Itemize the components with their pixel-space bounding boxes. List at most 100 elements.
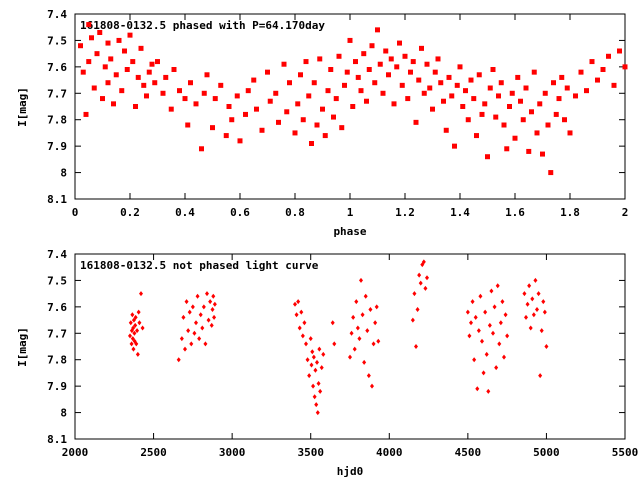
- x-tick-label: 0.8: [285, 206, 305, 219]
- data-point: [435, 56, 441, 62]
- data-point: [302, 320, 307, 326]
- y-tick-label: 7.4: [47, 248, 67, 261]
- data-point: [149, 61, 155, 67]
- data-point: [527, 283, 532, 289]
- data-point: [194, 320, 198, 326]
- x-tick-label: 3000: [219, 446, 246, 459]
- x-tick-label: 3500: [297, 446, 324, 459]
- data-point: [314, 402, 319, 408]
- data-point: [496, 93, 501, 99]
- data-point: [187, 309, 192, 315]
- data-point: [540, 151, 545, 157]
- unphased-light-curve-panel: 161808-0132.5 not phased light curve hjd…: [16, 248, 638, 478]
- data-point: [206, 317, 211, 323]
- data-point: [362, 359, 367, 365]
- data-point: [134, 341, 139, 347]
- data-point: [168, 106, 174, 112]
- data-point: [336, 53, 342, 59]
- data-point: [129, 341, 134, 347]
- chart-title: 161808-0132.5 not phased light curve: [80, 259, 319, 272]
- data-point: [525, 301, 530, 307]
- data-point: [321, 351, 326, 357]
- data-point: [311, 383, 316, 389]
- data-point: [438, 80, 444, 86]
- x-tick-label: 0.6: [230, 206, 250, 219]
- data-point: [551, 80, 556, 86]
- y-tick-label: 7.5: [47, 34, 67, 47]
- data-point: [600, 67, 606, 72]
- data-point: [141, 82, 147, 88]
- data-point: [421, 90, 427, 96]
- data-point: [377, 61, 383, 67]
- x-tick-label: 1.2: [395, 206, 415, 219]
- data-point: [183, 346, 187, 352]
- data-point: [394, 64, 400, 70]
- data-point: [417, 272, 422, 278]
- data-point: [292, 130, 298, 136]
- data-point: [137, 320, 142, 326]
- data-point: [86, 22, 92, 28]
- data-point: [181, 314, 186, 320]
- data-point: [359, 277, 363, 283]
- data-point: [83, 111, 89, 117]
- data-point: [470, 299, 475, 305]
- data-point: [369, 43, 375, 49]
- data-point: [374, 304, 379, 310]
- data-point: [410, 59, 416, 65]
- data-point: [188, 80, 193, 86]
- data-point: [584, 88, 589, 94]
- data-point: [314, 122, 320, 128]
- data-point: [355, 74, 361, 80]
- data-point: [124, 67, 130, 72]
- data-point: [317, 346, 322, 352]
- data-point: [243, 111, 248, 117]
- data-point: [203, 341, 208, 347]
- data-point: [507, 104, 512, 109]
- data-point: [296, 299, 301, 305]
- data-point: [542, 90, 548, 96]
- data-point: [372, 80, 378, 86]
- data-point: [479, 111, 485, 117]
- data-point: [152, 80, 158, 86]
- x-tick-label: 2000: [62, 446, 89, 459]
- y-tick-label: 7.9: [47, 140, 67, 153]
- data-point: [185, 122, 191, 128]
- data-point: [350, 104, 356, 109]
- data-point: [177, 88, 182, 94]
- data-point: [325, 88, 331, 94]
- data-point: [373, 320, 378, 326]
- data-point: [503, 312, 508, 318]
- data-point: [281, 61, 287, 67]
- y-tick-label: 7.7: [47, 327, 67, 340]
- data-point: [357, 336, 362, 342]
- data-point: [306, 93, 312, 99]
- data-point: [515, 74, 521, 80]
- data-point: [528, 325, 533, 331]
- data-point: [418, 280, 423, 286]
- data-point: [413, 119, 419, 125]
- x-tick-label: 2: [622, 206, 629, 219]
- data-point: [424, 61, 430, 67]
- data-point: [223, 133, 229, 139]
- data-point: [388, 56, 394, 62]
- data-point: [383, 48, 389, 54]
- data-point: [567, 130, 573, 136]
- data-point: [309, 362, 314, 368]
- data-point: [492, 304, 497, 310]
- data-point: [192, 330, 197, 336]
- data-point: [113, 72, 119, 78]
- data-point: [545, 122, 551, 128]
- data-point: [497, 341, 502, 347]
- data-point: [416, 77, 422, 83]
- data-point: [490, 67, 496, 72]
- y-tick-label: 7.5: [47, 274, 67, 287]
- data-point: [353, 59, 358, 65]
- data-point: [179, 336, 184, 342]
- data-point: [298, 72, 303, 78]
- data-point: [376, 338, 381, 344]
- data-point: [352, 346, 357, 352]
- data-point: [265, 69, 270, 75]
- data-point: [295, 101, 301, 107]
- data-point: [201, 90, 207, 96]
- data-point: [375, 27, 380, 33]
